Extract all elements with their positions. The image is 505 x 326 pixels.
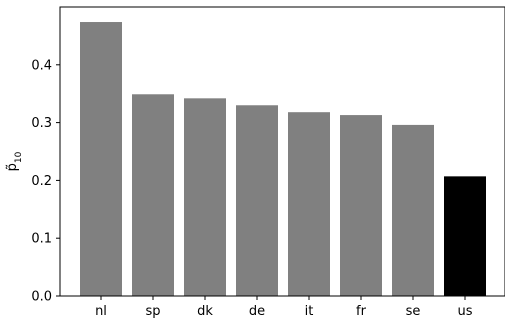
x-tick-label: de xyxy=(249,304,265,319)
x-tick-label: se xyxy=(406,304,421,319)
bar-de xyxy=(236,105,278,296)
y-tick-label: 0.3 xyxy=(31,116,52,131)
x-ticks-group: nl sp dk de it fr se us xyxy=(95,296,473,319)
y-ticks-group: 0.0 0.1 0.2 0.3 0.4 xyxy=(31,58,60,305)
x-tick-label: dk xyxy=(197,304,213,319)
y-axis-label: p̃10 xyxy=(5,151,24,171)
bar-us xyxy=(444,176,486,296)
y-axis-label-sub: 10 xyxy=(14,151,24,163)
bar-sp xyxy=(132,94,174,296)
x-tick-label: sp xyxy=(145,304,160,319)
plot-frame xyxy=(59,6,505,297)
y-tick-label: 0.2 xyxy=(31,174,52,189)
bar-se xyxy=(392,124,434,296)
bars-group xyxy=(80,22,486,296)
y-axis-label-base: p̃ xyxy=(5,163,20,171)
y-tick-label: 0.4 xyxy=(31,58,52,73)
bar-nl xyxy=(80,22,122,296)
x-tick-label: us xyxy=(457,304,472,319)
x-tick-label: fr xyxy=(356,304,367,319)
x-tick-label: it xyxy=(305,304,314,319)
y-tick-label: 0.1 xyxy=(31,232,52,247)
bar-fr xyxy=(340,115,382,296)
y-tick-label: 0.0 xyxy=(31,290,52,305)
bar-it xyxy=(288,112,330,296)
bar-dk xyxy=(184,98,226,296)
x-tick-label: nl xyxy=(95,304,107,319)
